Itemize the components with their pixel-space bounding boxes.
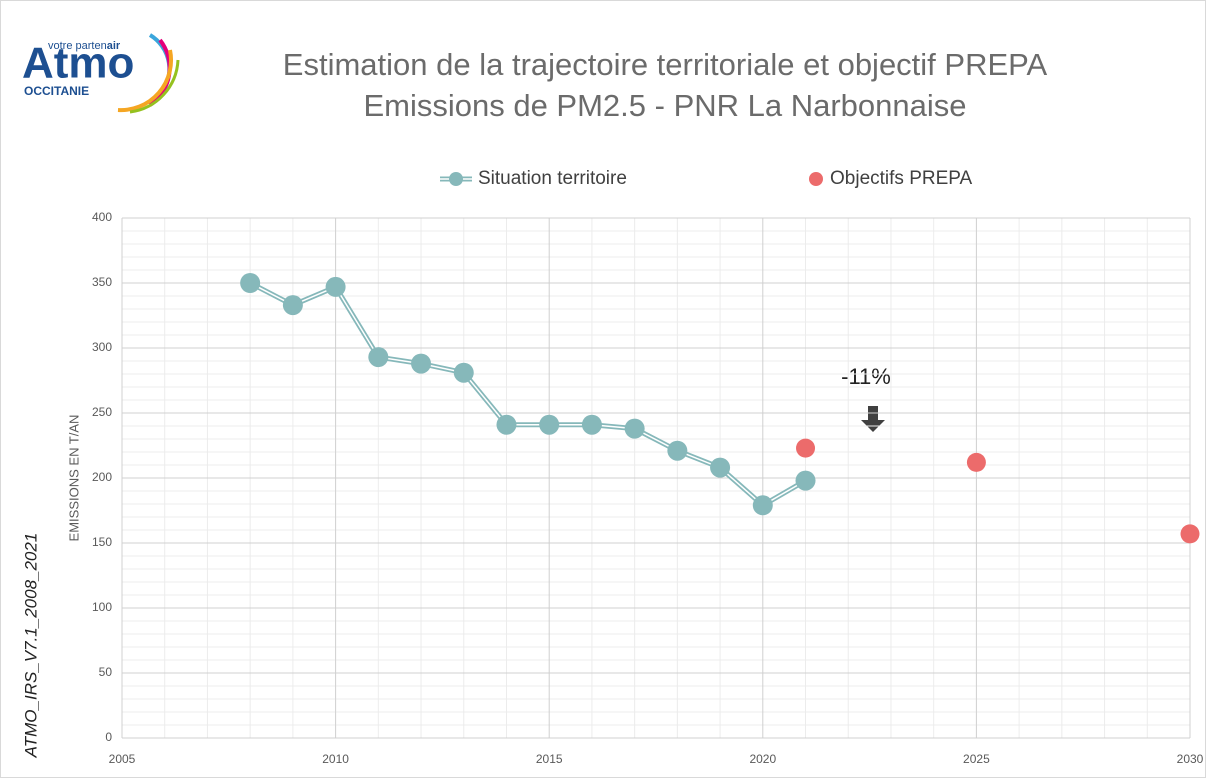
data-point <box>581 414 602 435</box>
data-point <box>752 495 773 516</box>
x-tick-label: 2020 <box>749 752 776 766</box>
logo: votre partenair Atmo OCCITANIE <box>22 33 180 114</box>
data-point <box>710 457 731 478</box>
legend-marker <box>809 172 823 186</box>
data-point <box>667 440 688 461</box>
legend-label: Objectifs PREPA <box>830 168 973 189</box>
y-tick-label: 400 <box>92 210 112 224</box>
annotation: -11% <box>841 364 891 389</box>
y-tick-label: 250 <box>92 405 112 419</box>
data-point <box>966 452 986 472</box>
y-tick-label: 350 <box>92 275 112 289</box>
data-point <box>240 273 261 293</box>
data-point <box>453 362 474 383</box>
logo-name: Atmo <box>22 39 134 88</box>
y-tick-label: 50 <box>99 665 113 679</box>
data-point <box>411 353 432 374</box>
data-point <box>496 414 517 435</box>
legend-label: Situation territoire <box>478 168 627 189</box>
y-tick-label: 0 <box>105 730 112 744</box>
chart-title: Estimation de la trajectoire territorial… <box>283 47 1048 82</box>
y-tick-label: 100 <box>92 600 112 614</box>
data-point <box>282 295 303 316</box>
y-tick-label: 300 <box>92 340 112 354</box>
data-point <box>624 418 645 439</box>
side-label: ATMO_IRS_V7.1_2008_2021 <box>21 533 40 759</box>
data-point <box>368 347 389 368</box>
logo-tagline: votre partenair <box>48 40 121 52</box>
x-tick-label: 2005 <box>109 752 136 766</box>
data-point <box>796 438 816 458</box>
y-tick-label: 150 <box>92 535 112 549</box>
x-tick-label: 2030 <box>1177 752 1204 766</box>
data-point <box>1180 524 1200 544</box>
data-point <box>795 470 816 491</box>
logo-region: OCCITANIE <box>24 84 89 98</box>
y-axis-label: EMISSIONS EN T/AN <box>66 415 81 542</box>
legend-marker <box>449 172 463 186</box>
data-point <box>325 276 346 297</box>
data-point <box>539 414 560 435</box>
y-tick-label: 200 <box>92 470 112 484</box>
x-tick-label: 2015 <box>536 752 563 766</box>
chart-subtitle: Emissions de PM2.5 - PNR La Narbonnaise <box>363 88 966 123</box>
x-tick-label: 2010 <box>322 752 349 766</box>
x-tick-label: 2025 <box>963 752 990 766</box>
